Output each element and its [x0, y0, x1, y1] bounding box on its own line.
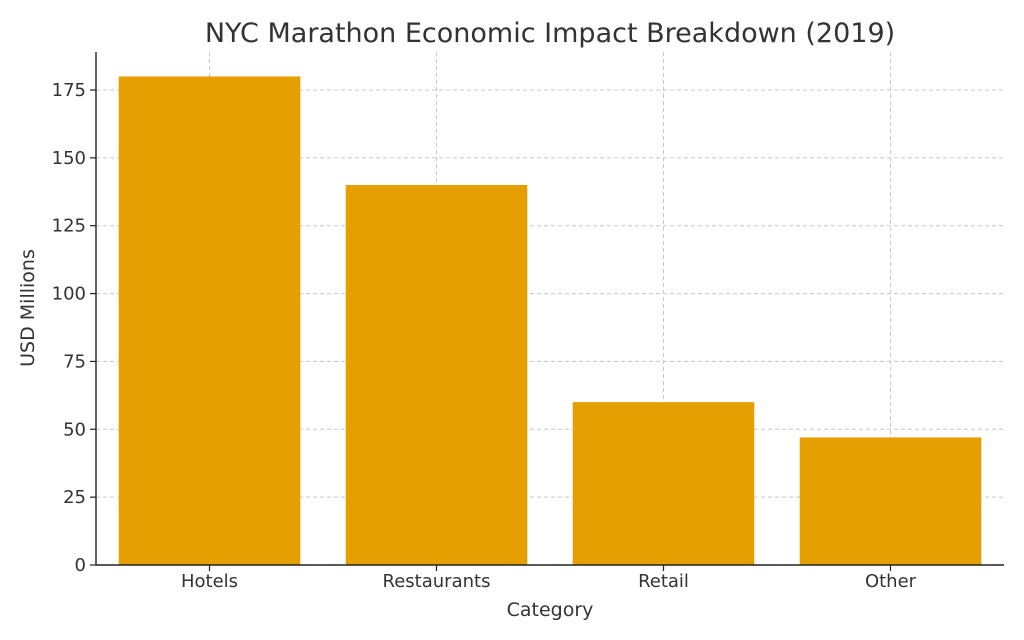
- y-ticks: 0 25 50 75 100 125 150 175: [52, 80, 96, 576]
- y-tick-label: 150: [52, 148, 86, 169]
- x-axis-label: Category: [507, 599, 594, 621]
- bar: [799, 437, 982, 565]
- chart-title: NYC Marathon Economic Impact Breakdown (…: [205, 18, 895, 49]
- y-axis-label: USD Millions: [17, 249, 39, 367]
- bars: [118, 76, 982, 565]
- x-ticks: Hotels Restaurants Retail Other: [181, 565, 917, 592]
- x-tick-label: Other: [865, 571, 917, 592]
- bar: [345, 185, 528, 565]
- y-tick-label: 100: [52, 284, 86, 305]
- axes: [95, 52, 1004, 566]
- y-tick-label: 125: [52, 216, 86, 237]
- x-tick-label: Retail: [638, 571, 689, 592]
- bar: [572, 402, 755, 565]
- y-tick-label: 75: [63, 351, 86, 372]
- y-tick-label: 25: [63, 487, 86, 508]
- y-tick-label: 50: [63, 419, 86, 440]
- y-tick-label: 175: [52, 80, 86, 101]
- x-tick-label: Restaurants: [383, 571, 491, 592]
- bar: [118, 76, 301, 565]
- y-tick-label: 0: [75, 555, 86, 576]
- x-tick-label: Hotels: [181, 571, 238, 592]
